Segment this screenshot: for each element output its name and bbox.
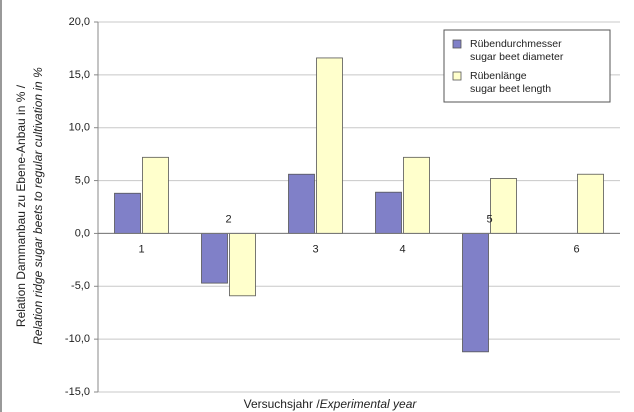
bar [288, 173, 315, 234]
y-tick-label: -10,0 [65, 333, 90, 345]
x-tick-label: 3 [312, 243, 318, 255]
bar [201, 233, 228, 284]
bar [142, 156, 169, 234]
y-tick-label: 5,0 [75, 174, 90, 186]
y-tick-label: 0,0 [75, 227, 90, 239]
bar [229, 233, 256, 297]
y-tick-label: 20,0 [69, 16, 90, 28]
x-tick-label: 1 [138, 243, 144, 255]
x-tick-label: 5 [486, 213, 492, 225]
legend-label-en: sugar beet length [470, 83, 551, 95]
x-axis-label: Versuchsjahr /Experimental year [244, 397, 418, 411]
y-tick-label: -15,0 [65, 386, 90, 398]
bar [114, 192, 141, 234]
y-tick-label: 10,0 [69, 122, 90, 134]
legend-swatch [452, 39, 462, 49]
x-label-en: Experimental year [320, 397, 418, 411]
x-label-de: Versuchsjahr / [244, 397, 321, 411]
legend-box [443, 29, 611, 103]
bar [316, 57, 343, 234]
y-label-line1: Relation Dammanbau zu Ebene-Anbau in % / [14, 84, 28, 327]
y-tick-label: 15,0 [69, 69, 90, 81]
legend-swatch [452, 71, 462, 81]
legend-label: Rübendurchmesser [470, 38, 562, 50]
legend-label-en: sugar beet diameter [470, 51, 564, 63]
y-label-line2: Relation ridge sugar beets to regular cu… [31, 67, 45, 345]
bar [577, 173, 604, 234]
bar [403, 156, 430, 234]
y-tick-label: -5,0 [71, 280, 90, 292]
bar [462, 233, 489, 353]
bar [375, 191, 402, 234]
x-tick-label: 6 [573, 243, 579, 255]
bar [490, 178, 517, 234]
x-tick-label: 4 [399, 243, 405, 255]
x-tick-label: 2 [225, 213, 231, 225]
legend-label: Rübenlänge [470, 70, 527, 82]
y-axis-label: Relation Dammanbau zu Ebene-Anbau in % /… [14, 67, 45, 345]
